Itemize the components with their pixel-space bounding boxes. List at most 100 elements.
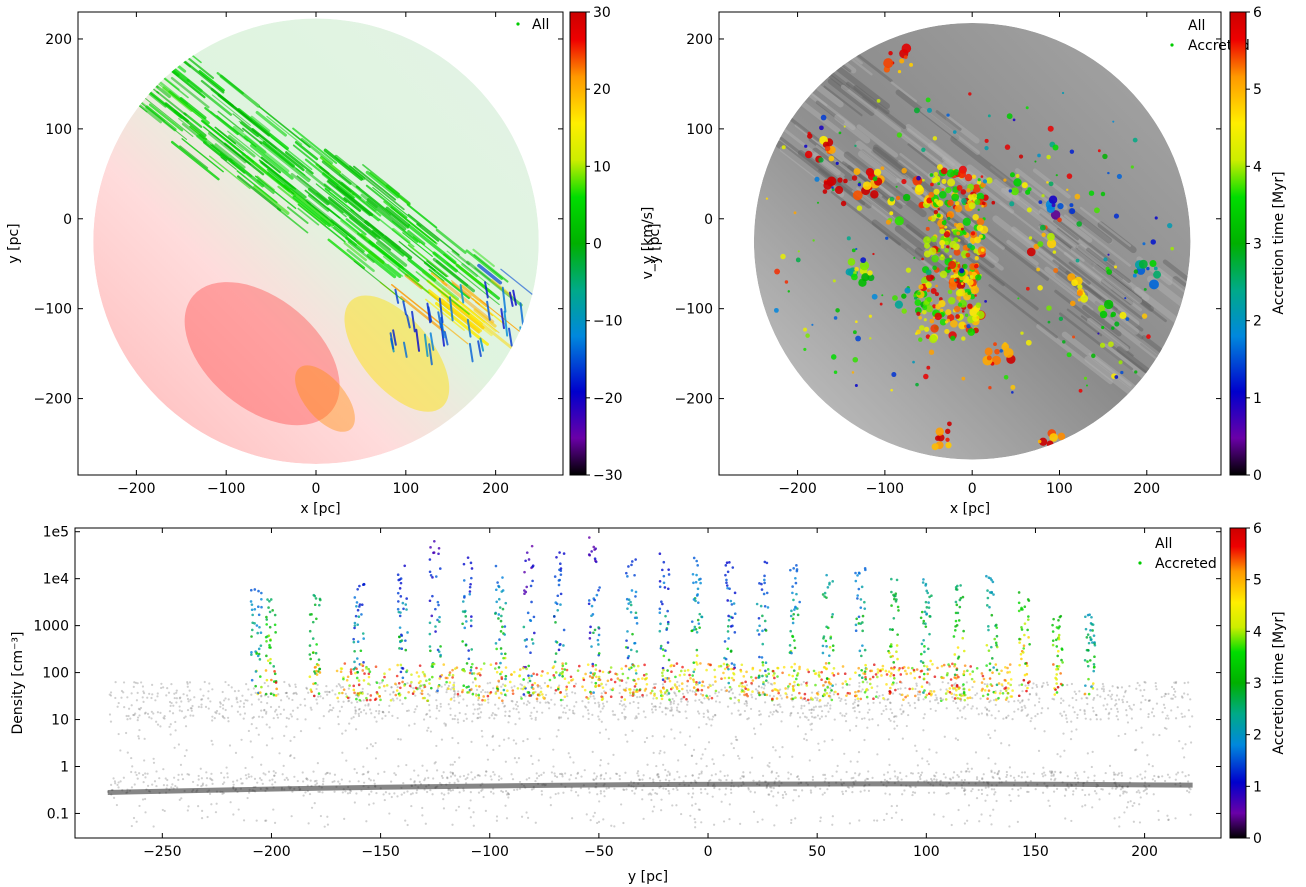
gas-point xyxy=(1143,680,1146,684)
gas-point xyxy=(1114,773,1117,776)
accreted-point xyxy=(1038,200,1043,205)
gas-point xyxy=(844,702,848,705)
velocity-map-x-tick-label: 200 xyxy=(482,481,509,497)
gas-filament xyxy=(1084,356,1133,395)
gas-point xyxy=(222,791,225,795)
gas-point xyxy=(695,762,698,765)
gas-point xyxy=(546,701,549,704)
accreted-spike-point xyxy=(1093,641,1096,644)
gas-point xyxy=(304,704,307,707)
accreted-point xyxy=(835,308,840,313)
gas-point xyxy=(724,793,727,796)
gas-point xyxy=(933,813,936,816)
gas-point xyxy=(772,746,775,749)
filament xyxy=(465,249,504,280)
gas-point xyxy=(417,774,420,777)
accreted-point xyxy=(1058,316,1064,322)
gas-point xyxy=(988,709,991,712)
filament xyxy=(284,152,304,168)
accreted-point xyxy=(1055,174,1058,177)
gas-point xyxy=(1140,726,1143,729)
gas-point xyxy=(823,740,826,743)
central-accreted-region xyxy=(926,289,930,293)
accreted-spike-point xyxy=(356,623,360,626)
central-accreted-region xyxy=(968,202,976,210)
gas-point xyxy=(841,790,844,793)
accreted-spike-point xyxy=(359,649,363,653)
accreted-band-point xyxy=(836,692,840,696)
gas-point xyxy=(901,737,904,740)
accreted-spike-point xyxy=(356,671,359,674)
accreted-point xyxy=(831,188,835,192)
accreted-spike-point xyxy=(831,580,835,583)
accreted-point xyxy=(1009,201,1015,207)
gas-point xyxy=(1144,681,1147,684)
accreted-spike-point xyxy=(398,587,402,590)
gas-point xyxy=(1043,730,1046,733)
gas-point xyxy=(928,683,931,686)
gas-point xyxy=(1086,780,1089,783)
accreted-spike-point xyxy=(930,594,933,598)
gas-point xyxy=(770,786,773,789)
gas-point xyxy=(205,771,208,774)
accreted-spike-point xyxy=(792,669,796,672)
gas-point xyxy=(142,692,146,695)
accreted-point xyxy=(960,227,964,231)
accreted-clump xyxy=(840,200,847,207)
filament xyxy=(315,183,370,227)
accreted-spike-point xyxy=(822,635,826,638)
accreted-spike-point xyxy=(436,600,440,604)
gas-point xyxy=(451,771,454,774)
blue-drip xyxy=(438,297,444,324)
gas-point xyxy=(694,691,697,694)
gas-point xyxy=(162,716,165,719)
gas-point xyxy=(1143,688,1146,692)
accreted-spike-point xyxy=(888,645,892,648)
filament xyxy=(183,112,203,128)
gas-point xyxy=(505,793,509,796)
gas-point xyxy=(260,709,263,712)
gas-point xyxy=(698,808,701,811)
accreted-point xyxy=(803,347,807,351)
accreted-spike-point xyxy=(695,648,699,652)
accreted-spike-point xyxy=(1018,641,1021,644)
accreted-spike-point xyxy=(465,686,468,689)
gas-point xyxy=(1153,779,1157,783)
accreted-spike-point xyxy=(919,616,923,620)
gas-point xyxy=(316,702,319,705)
accreted-spike-point xyxy=(1057,619,1060,622)
accreted-spike-point xyxy=(1087,641,1091,645)
accreted-spike-point xyxy=(992,593,995,596)
filament xyxy=(368,240,420,282)
accreted-spike-point xyxy=(923,645,926,648)
accreted-point xyxy=(838,131,842,135)
accreted-spike-point xyxy=(758,655,761,659)
gas-point xyxy=(607,786,611,790)
gas-point xyxy=(775,777,778,780)
accreted-spike-point xyxy=(352,667,356,671)
central-accreted-region xyxy=(974,199,981,206)
gas-point xyxy=(482,795,485,799)
accreted-spike-point xyxy=(265,678,269,682)
central-accreted-region xyxy=(960,282,964,285)
accreted-spike-point xyxy=(825,645,828,648)
gas-point xyxy=(153,780,157,783)
accreted-clump xyxy=(883,58,894,69)
gas-point xyxy=(772,787,775,790)
blue-drip xyxy=(394,288,400,304)
gas-point xyxy=(526,816,530,819)
gas-point xyxy=(337,700,340,703)
accreted-spike-point xyxy=(929,659,932,663)
gas-point xyxy=(538,737,541,740)
gas-point xyxy=(848,729,852,732)
accreted-spike-point xyxy=(314,597,318,600)
gas-point xyxy=(562,711,565,714)
gas-point xyxy=(1172,687,1176,691)
accreted-spike-point xyxy=(793,639,796,642)
accreted-spike-point xyxy=(592,631,595,635)
gas-point xyxy=(549,686,553,689)
gas-point xyxy=(1077,777,1080,780)
filament xyxy=(267,171,291,191)
gas-point xyxy=(1005,773,1009,777)
gas-point xyxy=(440,738,444,741)
